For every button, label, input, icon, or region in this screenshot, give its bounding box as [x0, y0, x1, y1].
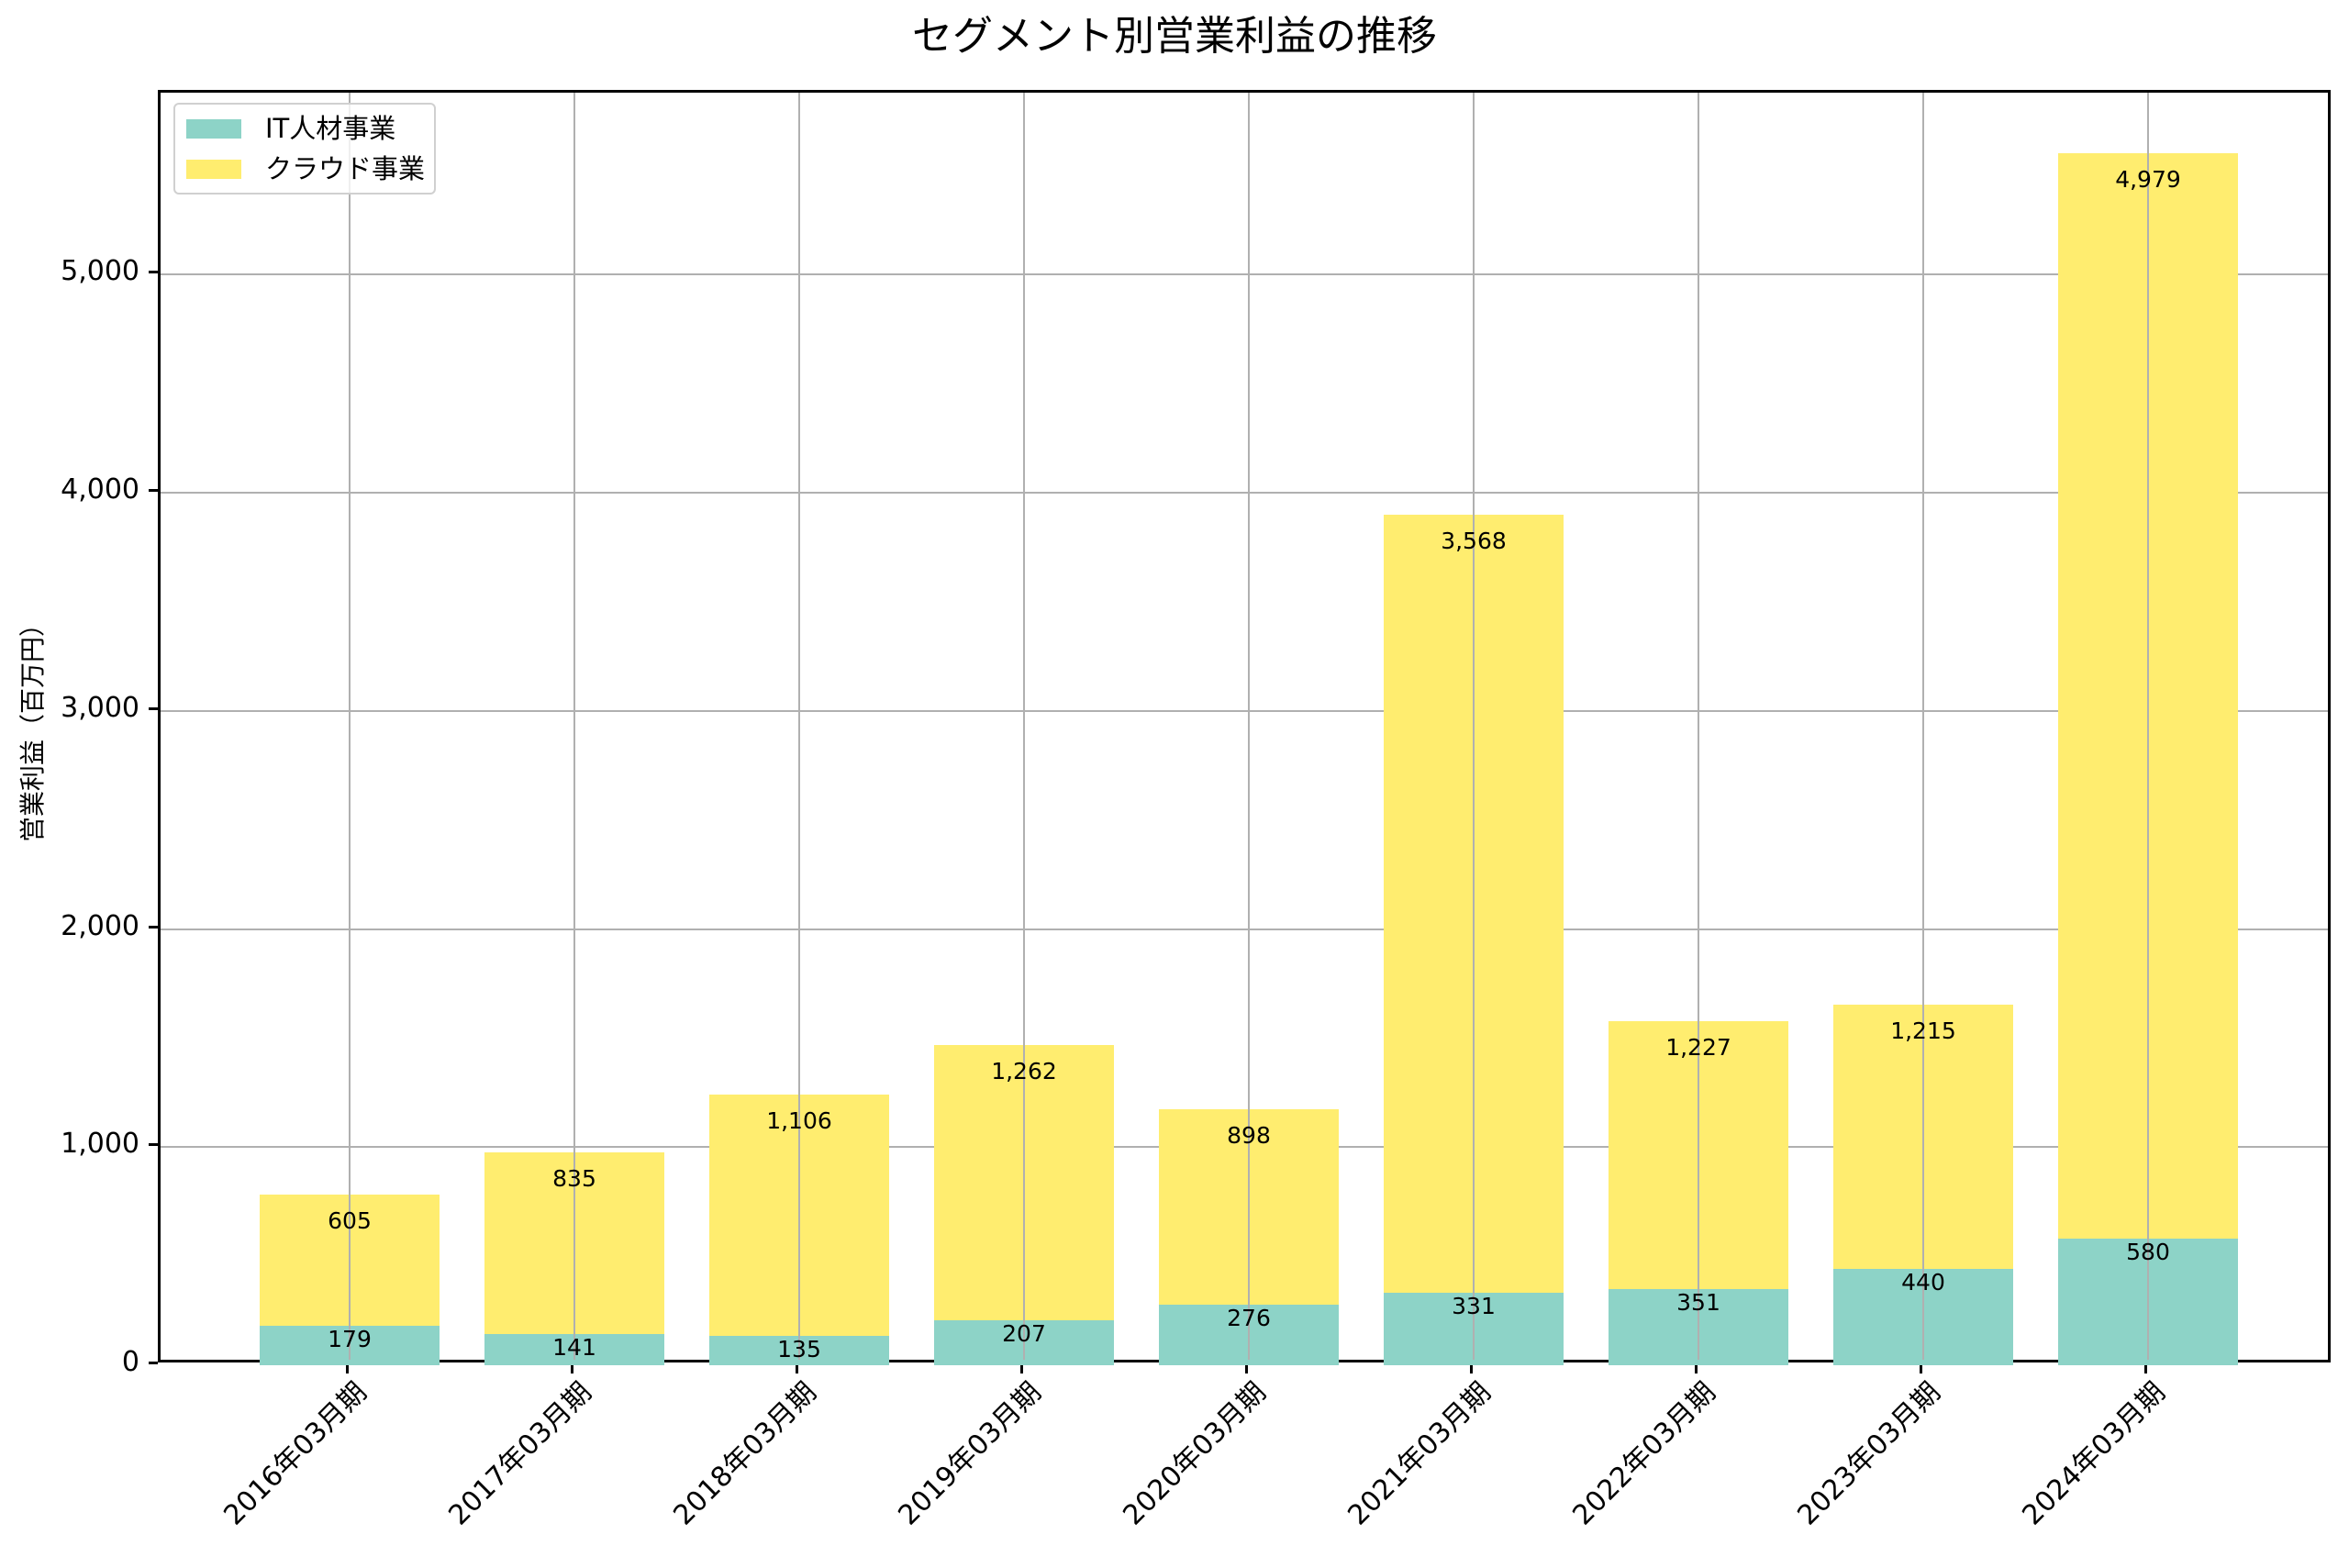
gridline-vertical [2147, 93, 2149, 1360]
y-tick-label: 1,000 [61, 1128, 139, 1161]
x-tick-mark [1920, 1362, 1922, 1373]
x-tick-label: 2018年03月期 [667, 1376, 823, 1532]
value-label-it: 207 [1002, 1319, 1046, 1347]
legend-swatch-cloud [186, 159, 241, 179]
gridline-horizontal [161, 928, 2328, 930]
y-tick-mark [149, 925, 158, 929]
legend-swatch-it [186, 118, 241, 139]
value-label-cloud: 1,227 [1665, 1033, 1731, 1061]
x-tick-mark [1470, 1362, 1473, 1373]
value-label-cloud: 3,568 [1441, 528, 1507, 555]
y-tick-mark [149, 489, 158, 493]
gridline-horizontal [161, 492, 2328, 495]
y-tick-label: 2,000 [61, 909, 139, 942]
x-tick-mark [2144, 1362, 2147, 1373]
value-label-cloud: 1,106 [766, 1107, 832, 1134]
value-label-cloud: 4,979 [2115, 165, 2181, 193]
x-tick-label: 2024年03月期 [2016, 1376, 2172, 1532]
value-label-it: 179 [328, 1326, 372, 1353]
legend-label-it: IT人材事業 [265, 113, 396, 144]
value-label-it: 141 [552, 1334, 596, 1362]
x-tick-mark [796, 1362, 798, 1373]
x-tick-label: 2016年03月期 [217, 1376, 373, 1532]
x-tick-mark [1245, 1362, 1248, 1373]
y-tick-mark [149, 706, 158, 710]
x-tick-label: 2022年03月期 [1566, 1376, 1722, 1532]
x-tick-label: 2020年03月期 [1117, 1376, 1273, 1532]
legend: IT人材事業 クラウド事業 [173, 103, 436, 195]
gridline-horizontal [161, 273, 2328, 276]
gridline-vertical [798, 93, 800, 1360]
y-axis-label: 営業利益（百万円） [17, 610, 48, 843]
y-tick-label: 5,000 [61, 255, 139, 288]
x-tick-label: 2019年03月期 [892, 1376, 1048, 1532]
gridline-vertical [1698, 93, 1699, 1360]
value-label-it: 331 [1452, 1293, 1496, 1320]
value-label-cloud: 1,215 [1890, 1017, 1956, 1044]
value-label-it: 135 [777, 1335, 821, 1362]
gridline-vertical [349, 93, 351, 1360]
value-label-it: 276 [1227, 1305, 1271, 1332]
x-tick-mark [1020, 1362, 1023, 1373]
y-tick-label: 3,000 [61, 691, 139, 724]
y-tick-mark [149, 271, 158, 274]
x-tick-label: 2023年03月期 [1791, 1376, 1947, 1532]
plot-area: IT人材事業 クラウド事業 605 179 835 141 1,106 135 1,262 2… [158, 90, 2331, 1365]
y-tick-mark [149, 1143, 158, 1147]
gridline-vertical [1248, 93, 1250, 1360]
gridline-vertical [1473, 93, 1475, 1360]
x-tick-label: 2017年03月期 [442, 1376, 598, 1532]
x-tick-label: 2021年03月期 [1341, 1376, 1497, 1532]
x-tick-mark [1695, 1362, 1698, 1373]
legend-item-it: IT人材事業 [186, 112, 395, 145]
y-tick-label: 0 [121, 1346, 139, 1378]
value-label-cloud: 605 [328, 1207, 372, 1234]
gridline-vertical [1023, 93, 1025, 1360]
x-tick-mark [346, 1362, 349, 1373]
y-tick-mark [149, 1362, 158, 1364]
value-label-cloud: 1,262 [991, 1057, 1057, 1084]
gridline-vertical [573, 93, 575, 1360]
legend-item-cloud: クラウド事業 [186, 152, 425, 185]
value-label-it: 351 [1676, 1288, 1720, 1316]
gridline-horizontal [161, 709, 2328, 712]
y-tick-label: 4,000 [61, 473, 139, 506]
value-label-cloud: 898 [1227, 1121, 1271, 1149]
chart-title: セグメント別営業利益の推移 [912, 13, 1437, 60]
value-label-cloud: 835 [552, 1165, 596, 1192]
value-label-it: 440 [1901, 1269, 1945, 1296]
legend-label-cloud: クラウド事業 [265, 153, 426, 184]
x-tick-mark [571, 1362, 573, 1373]
value-label-it: 580 [2126, 1239, 2170, 1266]
gridline-vertical [1922, 93, 1924, 1360]
